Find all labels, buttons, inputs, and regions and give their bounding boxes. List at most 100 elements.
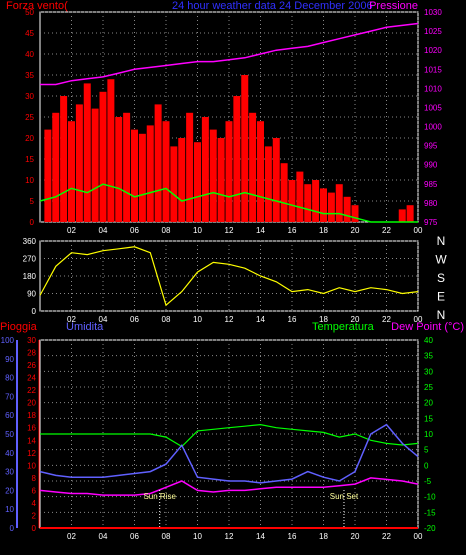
wind-gust-bar bbox=[52, 112, 60, 222]
wind-yticks-right: 975 980 985 990 995 1000 1005 1010 1015 1020 1025 1… bbox=[424, 8, 442, 227]
climate-xtick-label: 08 bbox=[162, 532, 171, 541]
wind-gust-bar bbox=[406, 205, 414, 222]
humidity-ytick-label: 40 bbox=[5, 449, 14, 458]
wind-ytick-left-label: 15 bbox=[25, 155, 34, 164]
wind-xtick-label: 06 bbox=[130, 226, 139, 235]
humidity-ytick-label: 20 bbox=[5, 486, 14, 495]
compass-label-n: N bbox=[437, 234, 446, 248]
sun-annotation-label: Sun Rise bbox=[143, 492, 176, 501]
wind-gust-bar bbox=[123, 112, 131, 222]
rain-ytick-label: 20 bbox=[27, 399, 36, 408]
sun-annotation-label: Sun Set bbox=[330, 492, 359, 501]
direction-plot-frame bbox=[39, 240, 419, 312]
wind-gust-bar bbox=[154, 104, 162, 222]
direction-xtick-label: 22 bbox=[382, 315, 391, 324]
humidity-ytick-label: 0 bbox=[10, 524, 15, 533]
climate-xtick-label: 22 bbox=[382, 532, 391, 541]
climate-xtick-label: 02 bbox=[67, 532, 76, 541]
rain-ytick-label: 6 bbox=[32, 486, 37, 495]
direction-xtick-label: 00 bbox=[414, 315, 423, 324]
wind-gust-bar bbox=[320, 188, 327, 222]
direction-xtick-label: 20 bbox=[351, 315, 360, 324]
wind-xtick-label: 14 bbox=[256, 226, 265, 235]
humidity-ytick-label: 50 bbox=[5, 430, 14, 439]
temperature-ytick-label: -20 bbox=[424, 524, 436, 533]
wind-gust-bar bbox=[107, 79, 115, 222]
humidity-yticks: 0 10 20 30 40 50 60 70 80 90 100 bbox=[1, 336, 18, 533]
direction-xtick-label: 18 bbox=[319, 315, 328, 324]
temperature-ytick-label: 15 bbox=[424, 414, 433, 423]
humidity-ytick-label: 100 bbox=[1, 336, 15, 345]
rain-ytick-label: 18 bbox=[27, 411, 36, 420]
wind-gust-bar bbox=[335, 184, 343, 222]
wind-gust-bar bbox=[83, 83, 91, 223]
wind-gust-bar bbox=[170, 146, 178, 222]
temperature-ytick-label: -15 bbox=[424, 508, 436, 517]
compass-label-s: S bbox=[437, 271, 445, 285]
wind-title: 24 hour weather data 24 December 2006 bbox=[172, 0, 373, 12]
wind-gust-bar bbox=[217, 138, 225, 222]
direction-xtick-label: 02 bbox=[67, 315, 76, 324]
wind-gust-bar bbox=[249, 112, 257, 222]
rain-ytick-label: 2 bbox=[32, 511, 37, 520]
direction-xtick-label: 14 bbox=[256, 315, 265, 324]
humidity-ytick-label: 80 bbox=[5, 374, 14, 383]
wind-gust-bar bbox=[91, 108, 99, 222]
temperature-ytick-label: 10 bbox=[424, 430, 433, 439]
wind-gust-bar bbox=[162, 121, 170, 222]
wind-xticks: 02 04 06 08 10 12 14 16 18 20 22 00 bbox=[67, 226, 423, 235]
direction-xticks: 02 04 06 08 10 12 14 16 18 20 22 00 bbox=[67, 315, 423, 324]
wind-gust-bar bbox=[257, 121, 264, 222]
wind-xtick-label: 00 bbox=[414, 226, 423, 235]
temperature-ytick-label: 25 bbox=[424, 383, 433, 392]
humidity-line bbox=[39, 423, 419, 484]
wind-gust-bar bbox=[115, 117, 123, 222]
wind-ytick-right-label: 1000 bbox=[424, 123, 442, 132]
sun-annotations: Sun Rise Sun Set bbox=[143, 490, 359, 528]
wind-xtick-label: 08 bbox=[162, 226, 171, 235]
temperature-ytick-label: 5 bbox=[424, 446, 429, 455]
compass-label-e: E bbox=[437, 290, 445, 304]
wind-xtick-label: 12 bbox=[225, 226, 234, 235]
rain-ytick-label: 8 bbox=[32, 474, 37, 483]
wind-gust-bar bbox=[241, 75, 249, 222]
wind-ytick-right-label: 995 bbox=[424, 142, 438, 151]
rain-ytick-label: 12 bbox=[27, 449, 36, 458]
wind-ytick-left-label: 20 bbox=[25, 134, 34, 143]
climate-xticks: 02 04 06 08 10 12 14 16 18 20 22 00 bbox=[67, 532, 423, 541]
wind-gust-bar bbox=[201, 117, 209, 222]
rain-ytick-label: 30 bbox=[27, 336, 36, 345]
wind-xtick-label: 16 bbox=[288, 226, 297, 235]
direction-xtick-label: 10 bbox=[193, 315, 202, 324]
humidity-ytick-label: 90 bbox=[5, 355, 14, 364]
humidity-ytick-label: 60 bbox=[5, 411, 14, 420]
humidity-ytick-label: 70 bbox=[5, 392, 14, 401]
wind-ytick-left-label: 35 bbox=[25, 71, 34, 80]
climate-xtick-label: 16 bbox=[288, 532, 297, 541]
humidity-ytick-label: 10 bbox=[5, 505, 14, 514]
direction-xtick-label: 04 bbox=[99, 315, 108, 324]
temperature-ytick-label: 30 bbox=[424, 367, 433, 376]
wind-gust-bars bbox=[44, 75, 414, 223]
wind-speed-line bbox=[39, 183, 418, 223]
wind-gust-bar bbox=[99, 91, 107, 222]
temperature-ytick-label: -10 bbox=[424, 493, 436, 502]
wind-ytick-left-label: 45 bbox=[25, 29, 34, 38]
rain-label: Pioggia bbox=[0, 321, 38, 333]
wind-ytick-right-label: 975 bbox=[424, 218, 438, 227]
wind-gust-bar bbox=[296, 171, 304, 222]
direction-yticks: 0 90 180 270 360 bbox=[23, 237, 37, 316]
wind-gust-bar bbox=[138, 133, 146, 222]
temperature-ytick-label: 40 bbox=[424, 336, 433, 345]
compass-label-n: N bbox=[437, 308, 446, 322]
wind-gust-bar bbox=[272, 138, 280, 222]
wind-gust-bar bbox=[60, 96, 68, 222]
wind-gust-bar bbox=[44, 129, 52, 222]
wind-xtick-label: 02 bbox=[67, 226, 76, 235]
wind-gust-bar bbox=[280, 163, 288, 222]
dew-point-line bbox=[39, 477, 419, 496]
